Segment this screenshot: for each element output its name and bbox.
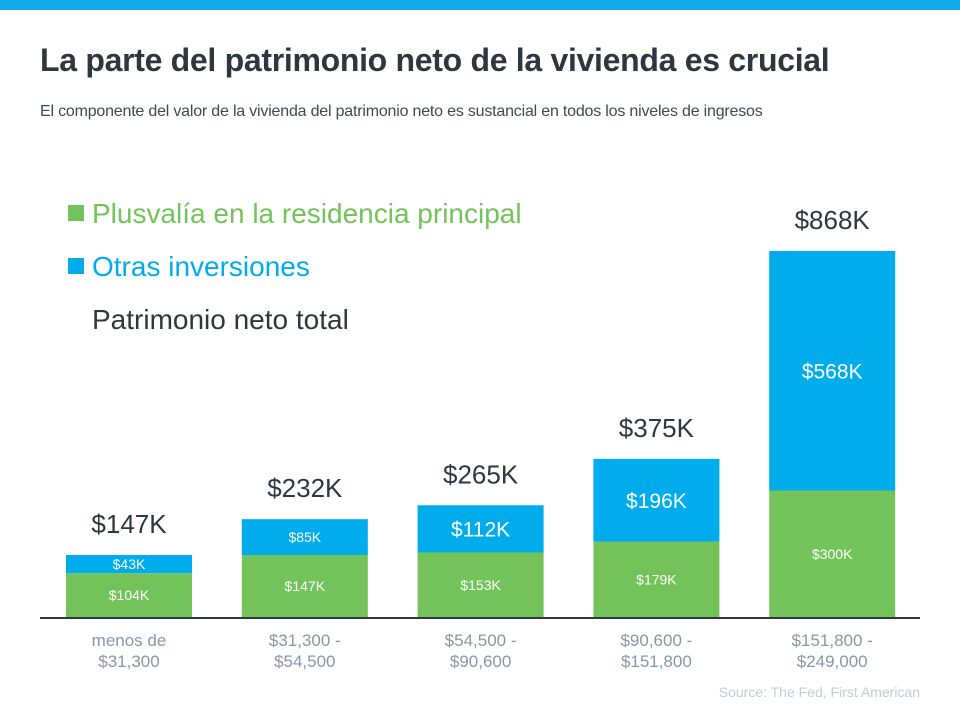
legend-label-other: Otras inversiones (92, 251, 310, 282)
bar-segment-other (417, 505, 544, 553)
bar-segment-equity (241, 555, 368, 617)
bar-value-label: $300K (812, 546, 853, 562)
bar-value-label: $104K (109, 587, 150, 603)
bar-segment-equity (66, 573, 192, 617)
bar-value-label: $85K (288, 529, 321, 545)
x-tick-label: $54,500 (274, 652, 335, 671)
total-value-label: $868K (795, 205, 871, 235)
legend-label-equity: Plusvalía en la residencia principal (92, 198, 522, 229)
x-tick-label: $249,000 (797, 652, 868, 671)
x-tick-label: $90,600 - (620, 631, 692, 650)
chart-title: La parte del patrimonio neto de la vivie… (40, 42, 830, 78)
x-tick-label: menos de (92, 631, 167, 650)
total-value-label: $265K (443, 459, 519, 489)
legend-swatch-other (68, 258, 84, 274)
bar-value-label: $196K (626, 490, 687, 513)
x-tick-label: $31,300 - (269, 631, 341, 650)
bar-segment-other (769, 251, 896, 491)
bar-value-label: $153K (460, 577, 501, 593)
source-note: Source: The Fed, First American (718, 684, 920, 700)
total-value-label: $232K (267, 473, 343, 503)
bar-segment-equity (417, 552, 544, 617)
bar-value-label: $147K (285, 578, 326, 594)
bar-segment-equity (769, 490, 896, 617)
x-tick-label: $54,500 - (445, 631, 517, 650)
legend-swatch-equity (68, 205, 84, 221)
legend-item-equity: Plusvalía en la residencia principal (68, 198, 522, 230)
legend-item-other: Otras inversiones (68, 251, 310, 283)
bar-value-label: $112K (451, 518, 510, 541)
bar-value-label: $568K (802, 360, 863, 383)
x-tick-label: $31,300 (98, 652, 159, 671)
x-tick-label: $151,800 - (792, 631, 873, 650)
bar-value-label: $179K (636, 571, 677, 587)
bar-segment-other (593, 458, 720, 542)
bar-value-label: $43K (113, 556, 146, 572)
bar-segment-other (66, 555, 192, 574)
chart-subtitle: El componente del valor de la vivienda d… (40, 103, 763, 120)
bar-segment-other (241, 519, 368, 556)
x-tick-label: $90,600 (450, 652, 511, 671)
top-accent-bar (0, 0, 960, 10)
total-value-label: $375K (619, 413, 695, 443)
legend-item-total: Patrimonio neto total (92, 304, 349, 335)
total-value-label: $147K (91, 509, 167, 539)
bar-segment-equity (593, 541, 720, 617)
x-tick-label: $151,800 (621, 652, 692, 671)
